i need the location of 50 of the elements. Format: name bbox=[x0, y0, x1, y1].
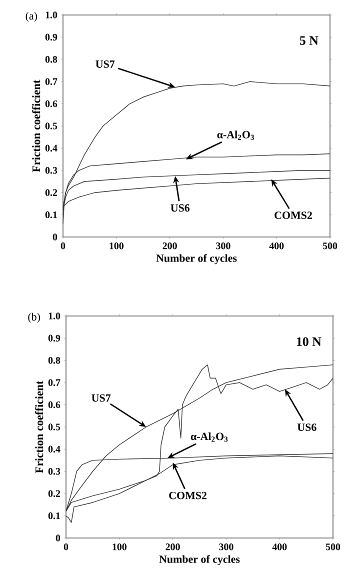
y-axis-title: Friction coefficient bbox=[35, 380, 44, 474]
chart-subtitle: (a) bbox=[26, 12, 38, 22]
y-tick-label: 0 bbox=[56, 534, 60, 542]
y-tick-label: 0.1 bbox=[45, 211, 57, 218]
x-tick-label: 100 bbox=[112, 544, 126, 550]
annotation: US6 bbox=[297, 424, 316, 431]
x-tick-label: 0 bbox=[64, 544, 68, 550]
annotation: COMS2 bbox=[274, 212, 312, 219]
y-tick-label: 0.1 bbox=[48, 512, 60, 520]
annotation: α-Al$_{2}$O$_{3}$ bbox=[190, 432, 228, 442]
y-tick-label: 0.8 bbox=[45, 56, 58, 63]
y-tick-label: 0.2 bbox=[48, 490, 60, 497]
y-tick-label: 0.2 bbox=[45, 189, 58, 196]
x-tick-label: 200 bbox=[166, 544, 180, 550]
x-tick-label: 400 bbox=[269, 242, 284, 250]
annotation: US6 bbox=[170, 204, 190, 212]
x-tick-label: 300 bbox=[216, 242, 230, 250]
x-tick-label: 500 bbox=[322, 242, 338, 250]
y-tick-label: 0.9 bbox=[48, 334, 60, 342]
y-tick-label: 0.6 bbox=[48, 401, 60, 408]
y-tick-label: 0.8 bbox=[48, 357, 60, 364]
text: 10 N bbox=[296, 337, 322, 346]
x-tick-label: 300 bbox=[219, 544, 234, 550]
y-tick-label: 0.3 bbox=[45, 167, 58, 174]
y-tick-label: 0.4 bbox=[45, 144, 58, 152]
y-tick-label: 0.5 bbox=[45, 122, 58, 130]
x-tick-label: 400 bbox=[272, 544, 287, 550]
y-tick-label: 1.0 bbox=[46, 12, 58, 18]
y-tick-label: 0.6 bbox=[45, 100, 58, 108]
x-tick-label: 200 bbox=[162, 242, 177, 250]
x-axis-title: Number of cycles bbox=[156, 254, 237, 264]
x-tick-label: 500 bbox=[326, 544, 340, 550]
y-tick-label: 0.9 bbox=[45, 34, 58, 41]
annotation: α-Al$_{2}$O$_{3}$ bbox=[217, 130, 254, 140]
x-tick-label: 0 bbox=[60, 242, 66, 250]
y-tick-label: 0.4 bbox=[48, 446, 60, 453]
annotation: US7 bbox=[92, 394, 111, 402]
text: 5 N bbox=[300, 36, 318, 45]
x-axis-title: Number of cycles bbox=[159, 555, 240, 566]
y-tick-label: 0.7 bbox=[45, 78, 58, 85]
chart-subtitle: (b) bbox=[28, 312, 40, 323]
y-tick-label: 0.5 bbox=[48, 424, 60, 430]
x-tick-label: 100 bbox=[110, 242, 124, 250]
y-tick-label: 0 bbox=[52, 234, 58, 240]
y-tick-label: 0.7 bbox=[48, 379, 60, 386]
y-tick-label: 1.0 bbox=[48, 312, 60, 320]
annotation: COMS2 bbox=[169, 492, 206, 500]
annotation: US7 bbox=[96, 60, 115, 68]
y-tick-label: 0.3 bbox=[48, 468, 60, 475]
y-axis-title: Friction coefficient bbox=[32, 80, 40, 172]
